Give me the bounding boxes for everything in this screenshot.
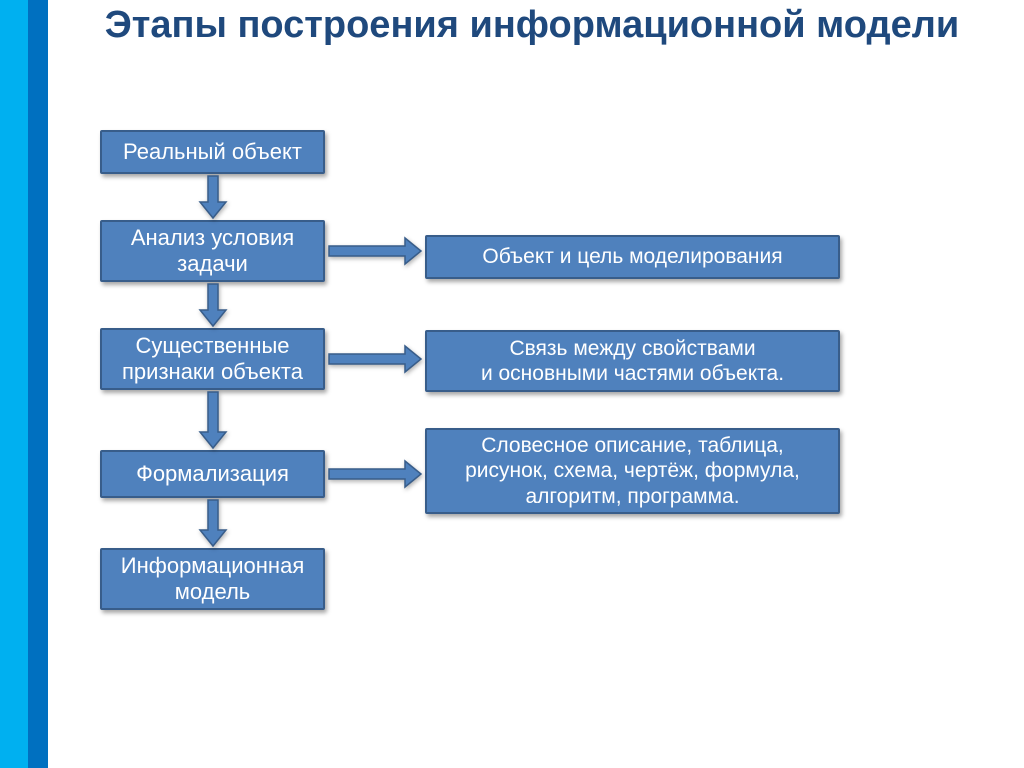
box-real-object: Реальный объект: [100, 130, 325, 174]
box-formalization: Формализация: [100, 450, 325, 498]
arrow-down-real-object-analysis: [198, 174, 228, 220]
arrow-down-analysis-features: [198, 282, 228, 328]
box-goal: Объект и цель моделирования: [425, 235, 840, 279]
box-features: Существенныепризнаки объекта: [100, 328, 325, 390]
arrow-right-analysis-goal: [327, 236, 423, 266]
arrow-right-formalization-forms: [327, 459, 423, 489]
slide: Этапы построения информационной модели Р…: [0, 0, 1024, 768]
slide-title: Этапы построения информационной модели: [60, 6, 1004, 46]
accent-bar-2: [28, 0, 48, 768]
accent-bar-1: [0, 0, 28, 768]
arrow-right-features-relations: [327, 344, 423, 374]
box-forms: Словесное описание, таблица,рисунок, схе…: [425, 428, 840, 514]
arrow-down-formalization-info-model: [198, 498, 228, 548]
box-analysis: Анализ условиязадачи: [100, 220, 325, 282]
box-relations: Связь между свойствамии основными частям…: [425, 330, 840, 392]
arrow-down-features-formalization: [198, 390, 228, 450]
box-info-model: Информационнаямодель: [100, 548, 325, 610]
